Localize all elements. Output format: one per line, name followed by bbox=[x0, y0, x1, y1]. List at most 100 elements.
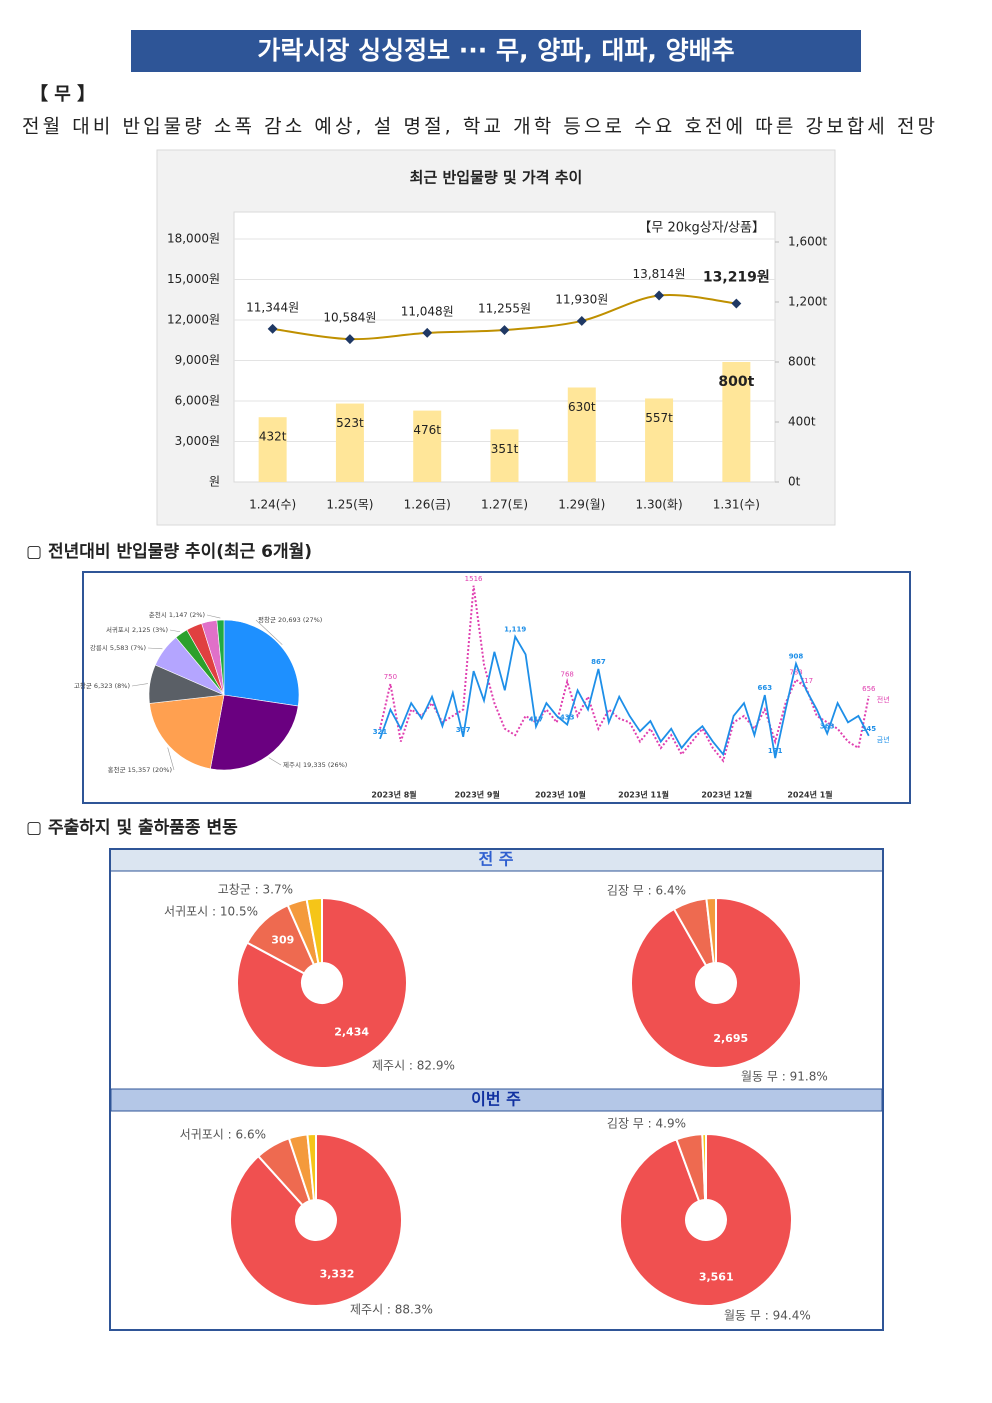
x-tick-label: 1.25(목) bbox=[326, 498, 373, 512]
slice-label: 월동 무 : 94.4% bbox=[724, 1309, 811, 1323]
pie-label: 홍천군 15,357 (20%) bbox=[108, 765, 172, 774]
leader-line bbox=[147, 647, 163, 650]
y-tick-label: 원 bbox=[209, 475, 220, 489]
table-header bbox=[110, 1088, 883, 1112]
point-label: 908 bbox=[789, 653, 804, 661]
price-marker bbox=[576, 315, 587, 326]
donut-slice bbox=[306, 1132, 317, 1202]
donut-slice bbox=[305, 896, 323, 965]
price-label: 10,584원 bbox=[323, 311, 376, 325]
donut-slice bbox=[236, 896, 408, 1069]
y-tick-label: 18,000원 bbox=[167, 232, 220, 246]
x-tick-label: 1.31(수) bbox=[713, 498, 760, 512]
slice-label: 서귀포시 : 10.5% bbox=[164, 905, 258, 919]
series-name: 전년 bbox=[877, 695, 890, 704]
price-label: 11,930원 bbox=[555, 292, 608, 306]
bar bbox=[645, 398, 674, 482]
bar bbox=[490, 429, 519, 482]
pie-label: 춘천시 1,147 (2%) bbox=[149, 610, 205, 619]
y2-tick-label: 1,600t bbox=[788, 235, 827, 249]
pie-slice bbox=[223, 619, 300, 707]
point-label: 433 bbox=[560, 714, 575, 722]
point-label: 750 bbox=[384, 673, 397, 681]
chart-title: 최근 반입물량 및 가격 추이 bbox=[410, 169, 583, 187]
x-tick-label: 2023년 11월 bbox=[618, 790, 669, 800]
bar-label: 523t bbox=[336, 416, 364, 430]
point-label: 417 bbox=[529, 716, 544, 724]
x-tick-label: 2023년 10월 bbox=[535, 790, 586, 800]
point-label: 171 bbox=[768, 747, 783, 755]
slice-value: 3,561 bbox=[699, 1271, 734, 1284]
pie-label: 제주시 19,335 (26%) bbox=[283, 761, 347, 769]
donut-slice bbox=[619, 1132, 793, 1307]
leader-line bbox=[255, 619, 283, 645]
x-tick-label: 1.29(월) bbox=[558, 498, 605, 512]
pie-slice bbox=[149, 694, 225, 770]
point-label: 321 bbox=[373, 728, 388, 736]
x-tick-label: 1.24(수) bbox=[249, 498, 296, 512]
leader-line bbox=[268, 757, 282, 766]
leader-line bbox=[167, 747, 175, 771]
bar-label: 557t bbox=[645, 411, 673, 425]
section-heading: ▢ 주출하지 및 출하품종 변동 bbox=[26, 818, 238, 838]
donut-slice bbox=[229, 1132, 403, 1307]
y-tick-label: 6,000원 bbox=[175, 394, 220, 408]
pie-label: 평창군 20,693 (27%) bbox=[258, 615, 322, 624]
y-tick-label: 9,000원 bbox=[175, 353, 220, 367]
series-name: 금년 bbox=[877, 735, 890, 744]
point-label: 783 bbox=[789, 669, 802, 677]
point-label: 717 bbox=[800, 677, 813, 685]
price-label: 11,344원 bbox=[246, 300, 299, 314]
point-label: 1516 bbox=[465, 575, 483, 583]
table-header-text: 이번 주 bbox=[471, 1090, 521, 1109]
pie-label: 강릉시 5,583 (7%) bbox=[90, 643, 146, 652]
section-heading: ▢ 전년대비 반입물량 추이(최근 6개월) bbox=[26, 542, 312, 562]
point-label: 768 bbox=[561, 671, 574, 679]
price-label: 11,255원 bbox=[478, 302, 531, 316]
unit-note: 【무 20kg상자/상품】 bbox=[638, 221, 765, 236]
point-label: 363 bbox=[820, 722, 835, 730]
bar-label: 351t bbox=[491, 442, 519, 456]
bar-label: 476t bbox=[413, 423, 441, 437]
bar-label: 432t bbox=[259, 430, 287, 444]
donut-slice bbox=[630, 896, 802, 1069]
table-header-text: 전 주 bbox=[478, 850, 513, 869]
slice-label: 김장 무 : 4.9% bbox=[607, 1117, 686, 1131]
y2-tick-label: 400t bbox=[788, 415, 816, 429]
x-tick-label: 1.26(금) bbox=[404, 498, 451, 512]
slice-value: 2,434 bbox=[334, 1026, 369, 1039]
series-line bbox=[379, 634, 870, 759]
leader-line bbox=[169, 629, 181, 633]
point-label: 867 bbox=[591, 658, 606, 666]
bar bbox=[258, 417, 287, 482]
slice-label: 제주시 : 82.9% bbox=[372, 1059, 455, 1073]
item-name: 【 무 】 bbox=[30, 84, 95, 105]
y2-tick-label: 0t bbox=[788, 475, 801, 489]
pie-slice bbox=[210, 694, 299, 771]
point-label: 345 bbox=[861, 725, 876, 733]
x-tick-label: 2024년 1월 bbox=[787, 790, 832, 800]
page-title: 가락시장 싱싱정보 ··· 무, 양파, 대파, 양배추 bbox=[257, 36, 734, 65]
x-tick-label: 2023년 12월 bbox=[701, 790, 752, 800]
table-header bbox=[111, 850, 882, 871]
price-marker bbox=[731, 298, 742, 309]
price-marker bbox=[267, 323, 278, 334]
x-tick-label: 2023년 8월 bbox=[371, 790, 416, 800]
x-tick-label: 1.27(토) bbox=[481, 498, 528, 512]
donut-slice bbox=[701, 1132, 707, 1202]
bar bbox=[722, 362, 751, 482]
pie-label: 고창군 6,323 (8%) bbox=[74, 682, 130, 690]
point-label: 663 bbox=[757, 684, 772, 692]
price-marker bbox=[499, 325, 510, 336]
leader-line bbox=[206, 614, 221, 619]
bar bbox=[567, 387, 596, 482]
leader-line bbox=[131, 683, 148, 687]
y-tick-label: 15,000원 bbox=[167, 272, 220, 286]
price-marker bbox=[422, 327, 433, 338]
price-marker bbox=[654, 290, 665, 301]
point-label: 337 bbox=[456, 726, 471, 734]
title-bar bbox=[131, 30, 861, 72]
slice-value: 2,695 bbox=[713, 1032, 748, 1045]
price-label: 13,219원 bbox=[703, 270, 770, 286]
